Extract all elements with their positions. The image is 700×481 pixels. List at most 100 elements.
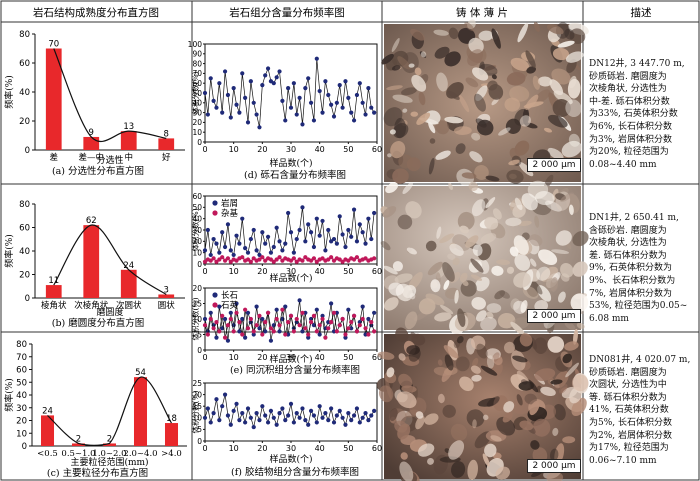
- data-point: [268, 408, 274, 413]
- mineral-grain: [546, 24, 564, 35]
- data-point: [268, 257, 274, 262]
- data-point: [340, 415, 345, 420]
- data-point: [277, 329, 282, 334]
- data-point: [357, 323, 362, 328]
- data-point: [329, 239, 334, 244]
- data-point: [303, 239, 308, 244]
- series-line: [204, 58, 375, 128]
- mineral-grain: [424, 413, 439, 425]
- data-point: [257, 257, 262, 262]
- mineral-grain: [537, 76, 553, 87]
- data-point: [234, 102, 239, 107]
- data-point: [260, 404, 265, 409]
- data-point: [257, 326, 262, 331]
- mineral-grain: [383, 265, 398, 275]
- mineral-grain: [512, 355, 528, 363]
- legend-label: 长石: [221, 290, 238, 301]
- x-tick-label: 20: [257, 353, 267, 362]
- data-point: [251, 227, 256, 233]
- x-tick-label: <0.5: [37, 449, 58, 459]
- scale-label-2: 2 000 μm: [527, 309, 581, 323]
- mineral-grain: [428, 157, 435, 175]
- data-point: [208, 310, 213, 315]
- mineral-grain: [402, 182, 413, 195]
- bar-value-label: 62: [86, 216, 97, 226]
- data-point: [369, 320, 374, 325]
- data-point: [340, 105, 345, 110]
- data-point: [366, 316, 371, 322]
- data-point: [372, 110, 377, 115]
- mineral-grain: [525, 94, 539, 110]
- y-tick-label: 15: [192, 299, 202, 308]
- data-point: [274, 316, 279, 322]
- x-tick-label: 20: [257, 267, 267, 276]
- data-point: [363, 326, 368, 331]
- mineral-grain: [435, 120, 450, 135]
- chart-title: (b) 磨圆度分布直方图: [52, 317, 145, 329]
- data-point: [326, 257, 331, 262]
- bar: [40, 415, 55, 446]
- mineral-grain: [390, 140, 406, 159]
- mineral-grain: [552, 47, 570, 61]
- y-tick-label: 20: [192, 237, 202, 246]
- data-point: [300, 122, 305, 127]
- data-point: [351, 413, 357, 418]
- mineral-grain: [439, 233, 455, 244]
- data-point: [237, 241, 242, 246]
- data-point: [260, 255, 265, 260]
- mineral-grain: [391, 65, 401, 71]
- data-point: [317, 233, 322, 238]
- data-point: [234, 401, 239, 406]
- mineral-grain: [462, 280, 469, 287]
- data-point: [288, 105, 294, 110]
- bar-value-label: 24: [42, 406, 53, 416]
- data-point: [277, 239, 282, 244]
- data-point: [314, 329, 319, 334]
- x-axis-label: 分选性: [96, 154, 123, 166]
- y-tick-label: 60: [19, 59, 30, 69]
- data-point: [343, 79, 348, 84]
- mineral-grain: [472, 67, 489, 81]
- y-tick-label: 60: [19, 224, 30, 234]
- mineral-grain: [532, 281, 543, 295]
- data-point: [277, 69, 282, 74]
- mineral-grain: [437, 393, 445, 404]
- mineral-grain: [534, 368, 556, 382]
- mineral-grain: [576, 322, 585, 329]
- data-point: [274, 75, 279, 80]
- data-point: [265, 420, 271, 425]
- data-point: [202, 316, 208, 322]
- data-point: [202, 415, 208, 420]
- data-point: [323, 79, 328, 84]
- data-point: [208, 258, 213, 263]
- data-point: [351, 257, 357, 262]
- mineral-grain: [425, 240, 437, 252]
- mineral-grain: [443, 280, 450, 290]
- y-tick-label: 20: [192, 390, 202, 399]
- data-point: [331, 258, 337, 263]
- data-point: [308, 230, 314, 235]
- mineral-grain: [472, 357, 479, 368]
- mineral-grain: [552, 427, 559, 436]
- data-point: [225, 92, 231, 98]
- data-point: [265, 234, 271, 239]
- bar-value-label: 70: [48, 40, 59, 50]
- x-tick-label: 40: [315, 145, 325, 154]
- data-point: [337, 214, 342, 219]
- data-point: [243, 420, 248, 425]
- mineral-grain: [434, 312, 452, 322]
- data-point: [254, 411, 259, 416]
- x-tick-label: 20: [257, 145, 267, 154]
- data-point: [372, 329, 377, 334]
- data-point: [231, 86, 236, 91]
- bar: [83, 225, 100, 298]
- x-axis-label: 磨圆度: [96, 306, 123, 318]
- x-tick-label: 0: [202, 444, 207, 453]
- bar: [45, 48, 62, 150]
- data-point: [351, 207, 357, 212]
- data-point: [306, 76, 311, 81]
- data-point: [231, 252, 236, 258]
- x-tick-label: 50: [343, 267, 353, 276]
